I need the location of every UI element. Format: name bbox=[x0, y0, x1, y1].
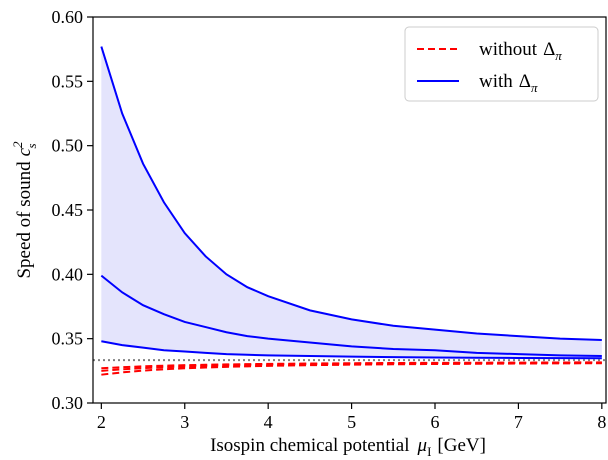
y-axis: 0.30 0.35 0.40 0.45 0.50 0.55 0.60 bbox=[52, 7, 93, 413]
series-line-with-lower bbox=[101, 340, 602, 360]
y-axis-label: Speed of soundc2s bbox=[10, 141, 39, 279]
x-tick-label: 5 bbox=[347, 412, 356, 432]
series-line-with-upper bbox=[100, 46, 602, 341]
legend-label-without: without Δπ bbox=[479, 39, 562, 63]
y-tick-label: 0.35 bbox=[52, 329, 84, 349]
y-tick-label: 0.55 bbox=[52, 71, 84, 91]
series-layer bbox=[100, 46, 602, 376]
uncertainty-band bbox=[101, 46, 602, 359]
series-line-without-3 bbox=[101, 362, 602, 376]
series-line-without-1 bbox=[101, 361, 602, 370]
series-line-with-middle bbox=[100, 274, 602, 358]
y-tick-label: 0.50 bbox=[52, 136, 84, 156]
x-axis-label: Isospin chemical potential μI [GeV] bbox=[210, 435, 486, 459]
legend-frame bbox=[404, 26, 599, 102]
legend-label-with: with Δπ bbox=[479, 71, 538, 95]
x-tick-label: 2 bbox=[97, 412, 106, 432]
legend: without Δπ with Δπ bbox=[404, 26, 599, 102]
x-tick-label: 8 bbox=[597, 412, 606, 432]
y-tick-label: 0.60 bbox=[52, 7, 84, 27]
series-line-without-2 bbox=[101, 361, 602, 372]
x-tick-label: 4 bbox=[264, 412, 273, 432]
x-axis: 2 3 4 5 6 7 8 bbox=[97, 403, 606, 432]
y-tick-label: 0.30 bbox=[52, 393, 84, 413]
y-tick-label: 0.40 bbox=[52, 264, 84, 284]
x-tick-label: 3 bbox=[180, 412, 189, 432]
y-tick-label: 0.45 bbox=[52, 200, 84, 220]
band-layer bbox=[101, 46, 602, 359]
x-tick-label: 6 bbox=[431, 412, 440, 432]
x-tick-label: 7 bbox=[514, 412, 523, 432]
